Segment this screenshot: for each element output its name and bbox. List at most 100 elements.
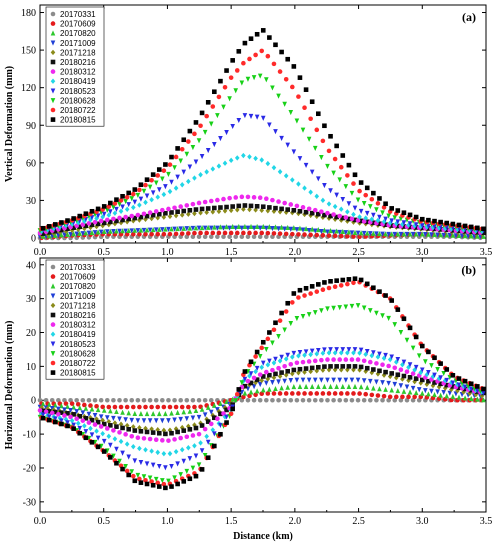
data-point (222, 84, 228, 90)
legend-box (45, 259, 105, 380)
data-point (367, 308, 373, 314)
data-point (316, 364, 321, 370)
data-point (331, 170, 336, 176)
data-point (306, 136, 312, 142)
x-axis-title: Distance (km) (233, 531, 293, 542)
data-point (271, 391, 277, 396)
data-point (83, 435, 89, 441)
data-point (179, 404, 185, 410)
data-point (106, 418, 112, 425)
data-point (218, 205, 223, 210)
data-point (407, 389, 413, 395)
data-point (383, 293, 388, 298)
data-point (100, 430, 105, 437)
data-point (410, 345, 416, 351)
data-point (334, 143, 339, 149)
data-point (251, 234, 257, 240)
data-point (331, 357, 336, 362)
data-point (111, 204, 116, 210)
data-point (358, 208, 364, 215)
series-20180815 (40, 276, 486, 491)
data-point (297, 349, 303, 356)
data-point (395, 307, 401, 312)
data-point (132, 410, 138, 417)
data-point (101, 220, 107, 226)
data-point (248, 380, 254, 386)
data-point (361, 358, 367, 364)
legend-marker (50, 264, 56, 270)
data-point (222, 160, 228, 166)
data-point (199, 423, 205, 428)
data-point (358, 230, 364, 236)
data-point (175, 174, 180, 180)
data-point (179, 212, 185, 218)
data-point (92, 397, 98, 403)
data-point (111, 229, 116, 235)
legend-marker (50, 274, 56, 279)
data-point (352, 347, 358, 353)
data-point (222, 230, 228, 236)
data-point (137, 187, 142, 193)
data-point (175, 209, 180, 215)
data-point (135, 212, 141, 218)
data-point (418, 223, 424, 230)
data-point (228, 207, 234, 214)
data-point (357, 214, 362, 220)
data-point (77, 430, 83, 436)
data-point (169, 179, 174, 185)
data-point (126, 216, 131, 222)
data-point (254, 31, 260, 37)
data-point (419, 343, 425, 349)
data-point (95, 419, 101, 425)
data-point (441, 390, 446, 396)
data-point (267, 205, 272, 210)
data-point (153, 227, 159, 233)
data-point (190, 225, 196, 232)
data-point (277, 391, 283, 396)
data-point (167, 231, 173, 237)
data-point (407, 212, 413, 218)
data-point (245, 225, 251, 231)
x-tick-label: 2.0 (289, 247, 302, 258)
data-point (282, 397, 287, 403)
data-point (383, 222, 388, 228)
data-point (147, 397, 153, 403)
data-point (224, 407, 229, 413)
x-tick-label: 3.5 (480, 516, 493, 527)
data-point (326, 285, 332, 291)
data-point (190, 415, 196, 421)
data-point (230, 223, 235, 230)
data-point (340, 364, 346, 369)
data-point (230, 396, 235, 402)
panel-label: (b) (461, 263, 476, 277)
data-point (120, 450, 125, 456)
data-point (290, 391, 295, 396)
y-tick-label: 0 (31, 233, 36, 244)
data-point (112, 436, 118, 442)
data-point (349, 190, 355, 196)
data-point (389, 231, 395, 237)
data-point (179, 146, 185, 152)
data-point (106, 433, 112, 439)
data-point (175, 226, 180, 232)
data-point (432, 224, 437, 230)
data-point (187, 408, 193, 414)
data-point (160, 176, 165, 182)
data-point (123, 432, 128, 437)
data-point (86, 221, 92, 226)
data-point (328, 347, 333, 353)
data-point (328, 227, 333, 234)
data-point (257, 73, 263, 79)
data-point (367, 397, 373, 403)
data-point (297, 366, 303, 372)
data-point (340, 196, 346, 203)
data-point (332, 156, 338, 162)
legend-label: 20180523 (60, 340, 96, 349)
data-point (257, 234, 263, 240)
data-point (288, 202, 294, 207)
data-point (132, 215, 138, 221)
data-point (114, 228, 119, 234)
data-point (101, 407, 107, 413)
data-point (441, 232, 446, 238)
data-point (212, 431, 217, 437)
